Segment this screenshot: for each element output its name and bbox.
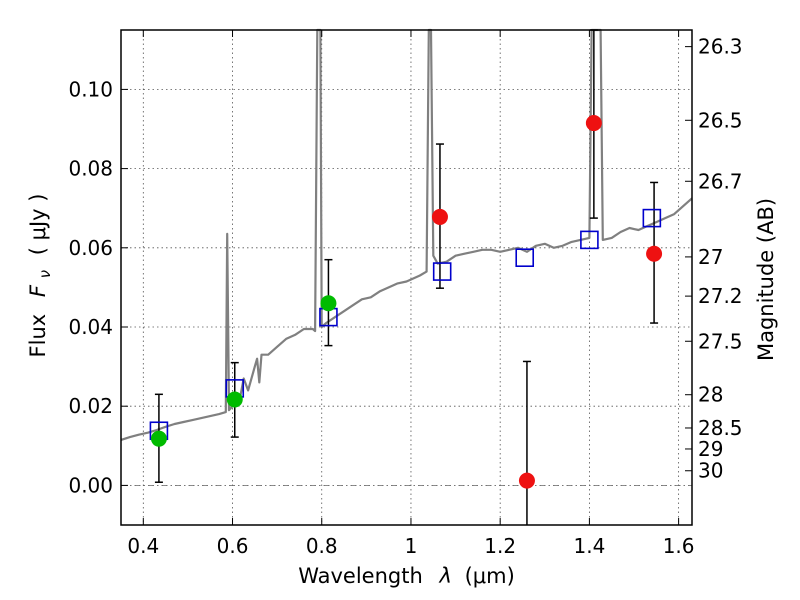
model-photometry-square [642,208,662,228]
green-photometry-point [150,430,167,447]
x-tick-label: 1.4 [573,534,605,558]
model-photometry-square [515,248,535,267]
y-axis-subscript: ν [36,270,54,278]
x-axis-title: Wavelength λ (μm) [298,564,515,588]
x-axis-symbol: λ [438,564,451,588]
y-tick-label: 0.06 [68,236,113,260]
red-photometry-point [585,115,602,132]
right-tick-label: 30 [698,459,723,483]
observed-photometry-points [150,115,663,489]
x-tick-label: 1.2 [484,534,516,558]
model-spectrum [120,28,693,441]
plot-frame [120,29,693,526]
red-photometry-point [431,208,448,225]
ticks: 0.4 0.6 0.8 1 1.2 1.4 1.6 0.00 0.02 0.04 0.06 0.08 0… [68,30,743,558]
y-axis-label: Flux [26,314,50,358]
green-photometry-point [226,391,243,408]
right-tick-label: 27.5 [698,329,743,353]
right-tick-label: 28 [698,383,723,407]
right-tick-label: 26.7 [698,169,743,193]
x-axis-label: Wavelength [298,564,423,588]
y-tick-label: 0.10 [68,77,113,101]
red-photometry-point [646,245,663,262]
red-photometry-point [518,472,535,489]
y-axis-title: Flux F ν ( μJy ) [26,194,55,358]
right-tick-label: 27 [698,245,723,269]
x-tick-label: 0.8 [306,534,338,558]
model-photometry-square [580,230,599,250]
x-tick-label: 0.6 [217,534,249,558]
grid [121,30,692,525]
y-tick-label: 0.04 [68,315,113,339]
y-tick-label: 0.02 [68,394,113,418]
right-tick-label: 26.5 [698,108,743,132]
x-axis-units: (μm) [465,564,515,588]
x-tick-label: 1 [405,534,418,558]
x-tick-label: 0.4 [127,534,159,558]
right-tick-label: 27.2 [698,284,743,308]
x-tick-label: 1.6 [663,534,695,558]
y-tick-label: 0.00 [68,473,113,497]
y-tick-label: 0.08 [68,157,113,181]
right-tick-label: 28.5 [698,416,743,440]
right-axis-title: Magnitude (AB) [754,198,778,361]
y-axis-symbol: F [26,284,50,297]
right-tick-label: 29 [698,437,723,461]
green-photometry-point [320,295,337,312]
y-axis-units: ( μJy ) [26,194,50,256]
error-bars [154,29,659,525]
model-photometry-square [432,262,452,281]
model-spectrum-line [120,28,693,441]
right-tick-label: 26.3 [698,35,743,59]
